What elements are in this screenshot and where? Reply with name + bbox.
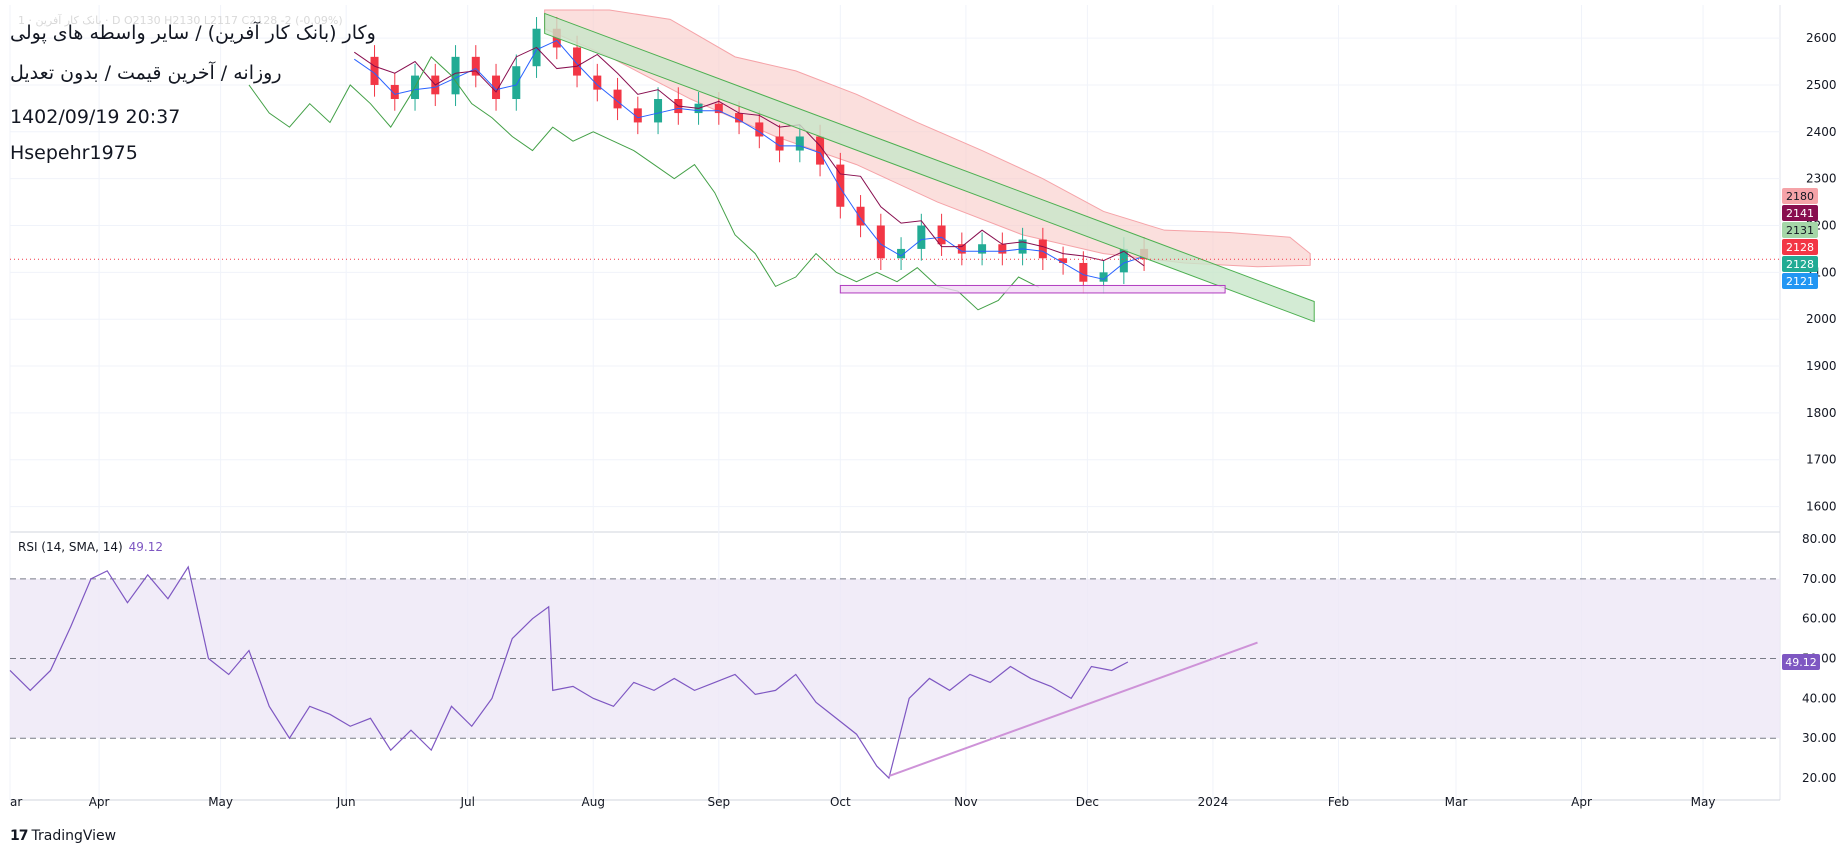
x-tick-label: May <box>208 795 233 809</box>
candle-body <box>937 225 946 245</box>
price-tick-label: 1900 <box>1806 359 1837 373</box>
x-tick-label: 2024 <box>1198 795 1229 809</box>
candle-body <box>492 75 501 100</box>
candle-body <box>1018 239 1027 254</box>
candle-body <box>654 99 663 123</box>
candle-body <box>451 56 460 95</box>
price-scale-badge-label: 2131 <box>1786 224 1814 237</box>
rsi-tick-label: 80.00 <box>1802 532 1836 546</box>
rsi-tick-label: 30.00 <box>1802 731 1836 745</box>
candle-body <box>370 56 379 85</box>
price-tick-label: 2500 <box>1806 78 1837 92</box>
candle-body <box>755 122 764 137</box>
candle-body <box>1038 239 1047 259</box>
candle-body <box>613 89 622 109</box>
chart-subtitle: روزانه / آخرین قیمت / بدون تعدیل <box>10 62 282 84</box>
candle-body <box>876 225 885 259</box>
candle-body <box>816 136 825 165</box>
candle-body <box>957 244 966 254</box>
candle-body <box>714 103 723 114</box>
candle-body <box>573 47 582 76</box>
candle-body <box>471 56 480 76</box>
candle-body <box>512 66 521 100</box>
candle-body <box>1079 262 1088 282</box>
rsi-legend: RSI (14, SMA, 14) 49.12 <box>18 540 163 554</box>
candle-body <box>978 244 987 254</box>
x-tick-label: Mar <box>1445 795 1468 809</box>
x-tick-label: Oct <box>830 795 851 809</box>
candle-body <box>593 75 602 90</box>
price-scale-badge-label: 2121 <box>1786 275 1814 288</box>
rsi-trendline <box>888 641 1258 777</box>
price-scale-badge <box>1782 256 1818 272</box>
rsi-name: RSI (14, SMA, 14) <box>18 540 123 554</box>
support-zone <box>839 284 1226 294</box>
x-tick-label: Feb <box>1328 795 1349 809</box>
price-tick-label: 2600 <box>1806 31 1837 45</box>
price-tick-label: 1800 <box>1806 406 1837 420</box>
chikou-line <box>248 56 1040 311</box>
tradingview-icon: 17 <box>10 828 29 844</box>
candle-body <box>735 113 744 123</box>
candle-body <box>1099 272 1108 282</box>
candles-group <box>370 17 1149 294</box>
price-scale-badge <box>1782 222 1818 238</box>
chart-title: وکار (بانک کار آفرین) / سایر واسطه های پ… <box>10 22 376 44</box>
price-tick-label: 2400 <box>1806 125 1837 139</box>
tradingview-logo[interactable]: 17 TradingView <box>10 828 116 844</box>
rsi-tick-label: 70.00 <box>1802 572 1836 586</box>
descending-channel <box>544 12 1315 323</box>
price-tick-label: 1700 <box>1806 453 1837 467</box>
candle-body <box>998 244 1007 254</box>
price-scale-badge-label: 2141 <box>1786 207 1814 220</box>
rsi-tick-label: 20.00 <box>1802 771 1836 785</box>
chart-author: Hsepehr1975 <box>10 142 138 164</box>
candle-body <box>897 248 906 259</box>
candle-body <box>390 84 399 100</box>
candle-body <box>917 225 926 249</box>
x-tick-label: Jun <box>336 795 356 809</box>
price-scale-badge <box>1782 205 1818 221</box>
candle-body <box>856 206 865 226</box>
rsi-value: 49.12 <box>128 540 164 554</box>
tenkan-line <box>353 39 1145 280</box>
price-scale-badge-label: 2128 <box>1786 258 1814 271</box>
price-tick-label: 2300 <box>1806 172 1837 186</box>
x-tick-label: Dec <box>1076 795 1099 809</box>
rsi-tick-label: 40.00 <box>1802 691 1836 705</box>
x-tick-label: Aug <box>582 795 605 809</box>
candle-body <box>775 136 784 151</box>
candle-body <box>1119 248 1128 273</box>
price-scale-badge <box>1782 239 1818 255</box>
x-tick-label: Nov <box>954 795 977 809</box>
x-tick-label: Sep <box>707 795 730 809</box>
x-tick-label: Apr <box>89 795 110 809</box>
x-tick-label: May <box>1691 795 1716 809</box>
price-tick-label: 1600 <box>1806 500 1837 514</box>
rsi-line <box>9 565 1129 780</box>
ohlc-legend: بانک کار آفرین · 1 · D O2130 H2130 L2117… <box>18 14 343 27</box>
candle-body <box>795 136 804 151</box>
ichimoku-cloud <box>544 9 1311 268</box>
price-scale-badge <box>1782 188 1818 204</box>
rsi-value-badge-label: 49.12 <box>1785 656 1817 669</box>
chart-datetime: 1402/09/19 20:37 <box>10 106 181 128</box>
candle-body <box>1059 258 1068 263</box>
price-scale-badge-label: 2128 <box>1786 241 1814 254</box>
x-tick-label: ar <box>10 795 22 809</box>
candle-body <box>836 164 845 207</box>
rsi-value-badge <box>1782 654 1820 671</box>
price-tick-label: 2000 <box>1806 312 1837 326</box>
price-scale-badge <box>1782 273 1818 289</box>
price-scale-badge-label: 2180 <box>1786 190 1814 203</box>
x-tick-label: Jul <box>459 795 474 809</box>
kijun-line <box>353 46 1145 267</box>
rsi-tick-label: 60.00 <box>1802 612 1836 626</box>
candle-body <box>633 108 642 123</box>
tradingview-brand: TradingView <box>31 828 117 844</box>
x-tick-label: Apr <box>1571 795 1592 809</box>
